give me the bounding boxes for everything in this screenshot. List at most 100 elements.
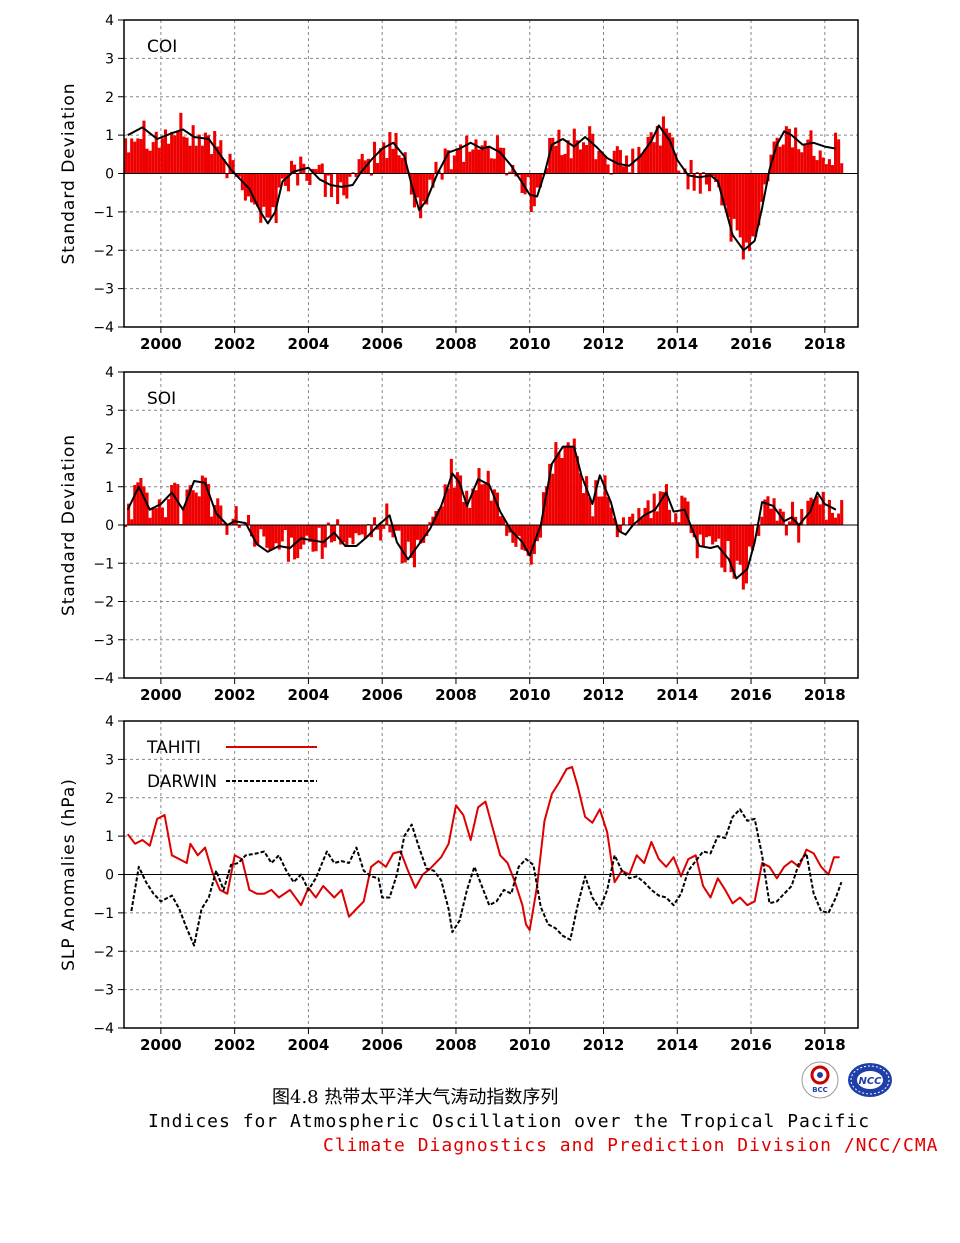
coi-bar bbox=[834, 132, 838, 174]
soi-bar bbox=[283, 525, 287, 531]
coi-bar bbox=[326, 173, 330, 176]
y-tick-label: 1 bbox=[105, 128, 114, 144]
coi-bar bbox=[830, 165, 835, 174]
coi-bar bbox=[286, 173, 290, 192]
soi-bar bbox=[210, 516, 214, 525]
soi-bar bbox=[225, 525, 229, 535]
x-tick-label: 2004 bbox=[288, 686, 330, 704]
coi-bar bbox=[265, 173, 269, 218]
coi-bar bbox=[508, 171, 512, 174]
soi-bar bbox=[723, 525, 727, 573]
coi-bar bbox=[698, 173, 702, 194]
soi-bar bbox=[253, 525, 257, 547]
coi-bar bbox=[133, 141, 137, 174]
x-tick-label: 2012 bbox=[583, 1036, 625, 1054]
coi-bar bbox=[535, 173, 539, 188]
soi-bar bbox=[818, 504, 822, 525]
soi-bar bbox=[744, 525, 748, 584]
coi-bar bbox=[412, 173, 416, 208]
soi-bar bbox=[385, 503, 389, 525]
coi-bar bbox=[597, 150, 601, 174]
soi-bar bbox=[511, 525, 515, 543]
coi-bar bbox=[714, 173, 718, 182]
soi-bar bbox=[489, 500, 493, 525]
coi-bar bbox=[784, 126, 788, 174]
soi-bar bbox=[277, 525, 281, 550]
soi-bar bbox=[523, 525, 527, 551]
y-tick-label: 4 bbox=[105, 13, 114, 29]
soi-bar bbox=[302, 525, 306, 545]
soi-bars bbox=[124, 438, 844, 590]
soi-bar bbox=[185, 489, 189, 525]
y-tick-label: −3 bbox=[93, 282, 114, 298]
coi-bar bbox=[167, 143, 171, 174]
coi-bar bbox=[631, 148, 635, 174]
soi-bar bbox=[403, 525, 407, 563]
coi-bar bbox=[526, 173, 530, 178]
soi-bar bbox=[735, 525, 739, 561]
x-tick-label: 2004 bbox=[288, 335, 330, 353]
soi-bar bbox=[649, 518, 653, 525]
soi-bar bbox=[286, 525, 290, 562]
soi-bar bbox=[234, 506, 238, 525]
coi-bar bbox=[163, 129, 168, 174]
coi-bar bbox=[440, 173, 444, 180]
coi-bar bbox=[674, 153, 678, 174]
coi-bar bbox=[529, 173, 533, 212]
coi-bar bbox=[720, 173, 724, 206]
coi-bar bbox=[271, 173, 275, 208]
soi-bar bbox=[127, 503, 131, 525]
soi-label: SOI bbox=[147, 389, 176, 409]
soi-bar bbox=[160, 507, 164, 525]
coi-bar bbox=[489, 158, 493, 174]
soi-bar bbox=[412, 525, 416, 568]
y-tick-label: −2 bbox=[93, 243, 114, 259]
soi-bar bbox=[400, 525, 404, 564]
coi-bar bbox=[545, 168, 549, 174]
coi-bar bbox=[434, 161, 438, 174]
y-tick-label: 0 bbox=[105, 868, 114, 884]
soi-bar bbox=[800, 509, 804, 525]
soi-bar bbox=[834, 517, 838, 525]
coi-bar bbox=[253, 173, 257, 205]
soi-bar bbox=[145, 492, 149, 525]
y-tick-label: 4 bbox=[105, 365, 114, 381]
coi-bar bbox=[803, 144, 807, 174]
y-tick-label: −4 bbox=[93, 671, 114, 687]
soi-bar bbox=[492, 489, 496, 525]
soi-bar bbox=[471, 488, 475, 525]
coi-bar bbox=[176, 131, 180, 174]
soi-bar bbox=[637, 508, 641, 525]
soi-bar bbox=[280, 525, 284, 542]
soi-bar bbox=[815, 496, 819, 525]
soi-bar bbox=[311, 525, 315, 552]
coi-bar bbox=[305, 173, 309, 181]
soi-bar bbox=[824, 519, 828, 525]
coi-bar bbox=[812, 155, 816, 174]
x-tick-label: 2012 bbox=[583, 335, 625, 353]
soi-bar bbox=[729, 525, 733, 573]
soi-bar bbox=[698, 525, 702, 535]
coi-bar bbox=[747, 173, 752, 252]
soi-bar bbox=[674, 513, 678, 525]
soi-bar bbox=[200, 475, 204, 525]
coi-bar bbox=[369, 173, 373, 176]
soi-bar bbox=[317, 525, 321, 528]
coi-bar bbox=[397, 155, 401, 174]
soi-bar bbox=[124, 525, 128, 528]
coi-bar bbox=[179, 112, 183, 174]
coi-bar bbox=[455, 148, 460, 174]
coi-bar bbox=[213, 131, 217, 174]
coi-bar bbox=[809, 130, 813, 174]
soi-bar bbox=[397, 525, 401, 531]
soi-bar bbox=[671, 522, 675, 525]
coi-bar bbox=[492, 158, 496, 174]
soi-bar bbox=[446, 488, 450, 525]
coi-bar bbox=[821, 157, 825, 174]
coi-bar bbox=[704, 173, 708, 185]
x-tick-label: 2000 bbox=[140, 686, 182, 704]
soi-bar bbox=[640, 518, 644, 525]
coi-bar bbox=[628, 172, 632, 174]
coi-bar bbox=[827, 159, 831, 174]
soi-bar bbox=[566, 442, 570, 525]
